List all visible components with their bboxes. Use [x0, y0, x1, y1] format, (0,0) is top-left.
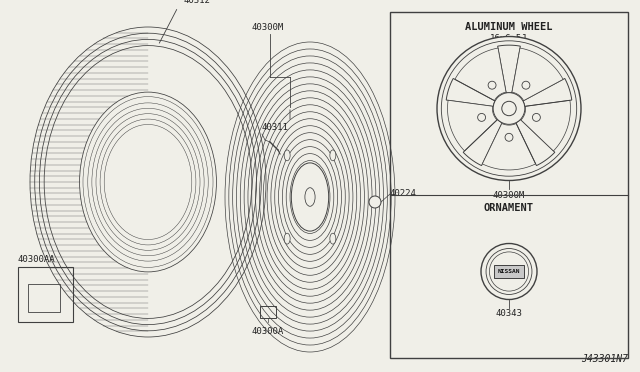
- Polygon shape: [483, 124, 536, 170]
- Text: 40300A: 40300A: [252, 327, 284, 336]
- Text: 40312: 40312: [183, 0, 210, 5]
- Ellipse shape: [305, 188, 315, 206]
- Circle shape: [477, 113, 486, 121]
- Ellipse shape: [284, 150, 290, 161]
- Text: 16x6.5J: 16x6.5J: [490, 34, 528, 43]
- Ellipse shape: [291, 163, 329, 231]
- Polygon shape: [447, 100, 497, 151]
- Text: 40300M: 40300M: [493, 190, 525, 199]
- Text: ORNAMENT: ORNAMENT: [484, 203, 534, 213]
- Polygon shape: [521, 100, 570, 151]
- Text: J43301N7: J43301N7: [581, 354, 628, 364]
- Text: 40343: 40343: [495, 310, 522, 318]
- Text: 40300AA: 40300AA: [18, 255, 56, 264]
- Bar: [390, 12, 628, 358]
- Text: ALUMINUM WHEEL: ALUMINUM WHEEL: [465, 22, 553, 32]
- Circle shape: [488, 81, 496, 89]
- Bar: [18, 267, 73, 322]
- Polygon shape: [512, 48, 563, 100]
- Bar: [28, 284, 60, 312]
- Text: 40311: 40311: [262, 123, 289, 132]
- Bar: [493, 265, 524, 278]
- Circle shape: [369, 196, 381, 208]
- Ellipse shape: [330, 233, 336, 244]
- Circle shape: [522, 81, 530, 89]
- Circle shape: [437, 36, 581, 180]
- Circle shape: [502, 101, 516, 116]
- Text: NISSAN: NISSAN: [498, 269, 520, 274]
- Bar: [260, 306, 276, 318]
- Ellipse shape: [79, 92, 216, 272]
- Circle shape: [505, 133, 513, 141]
- Circle shape: [532, 113, 540, 121]
- Ellipse shape: [330, 150, 336, 161]
- Text: 40224: 40224: [390, 189, 417, 199]
- Ellipse shape: [284, 233, 290, 244]
- Circle shape: [493, 93, 525, 124]
- Text: 40300M: 40300M: [252, 23, 284, 32]
- Polygon shape: [455, 48, 506, 100]
